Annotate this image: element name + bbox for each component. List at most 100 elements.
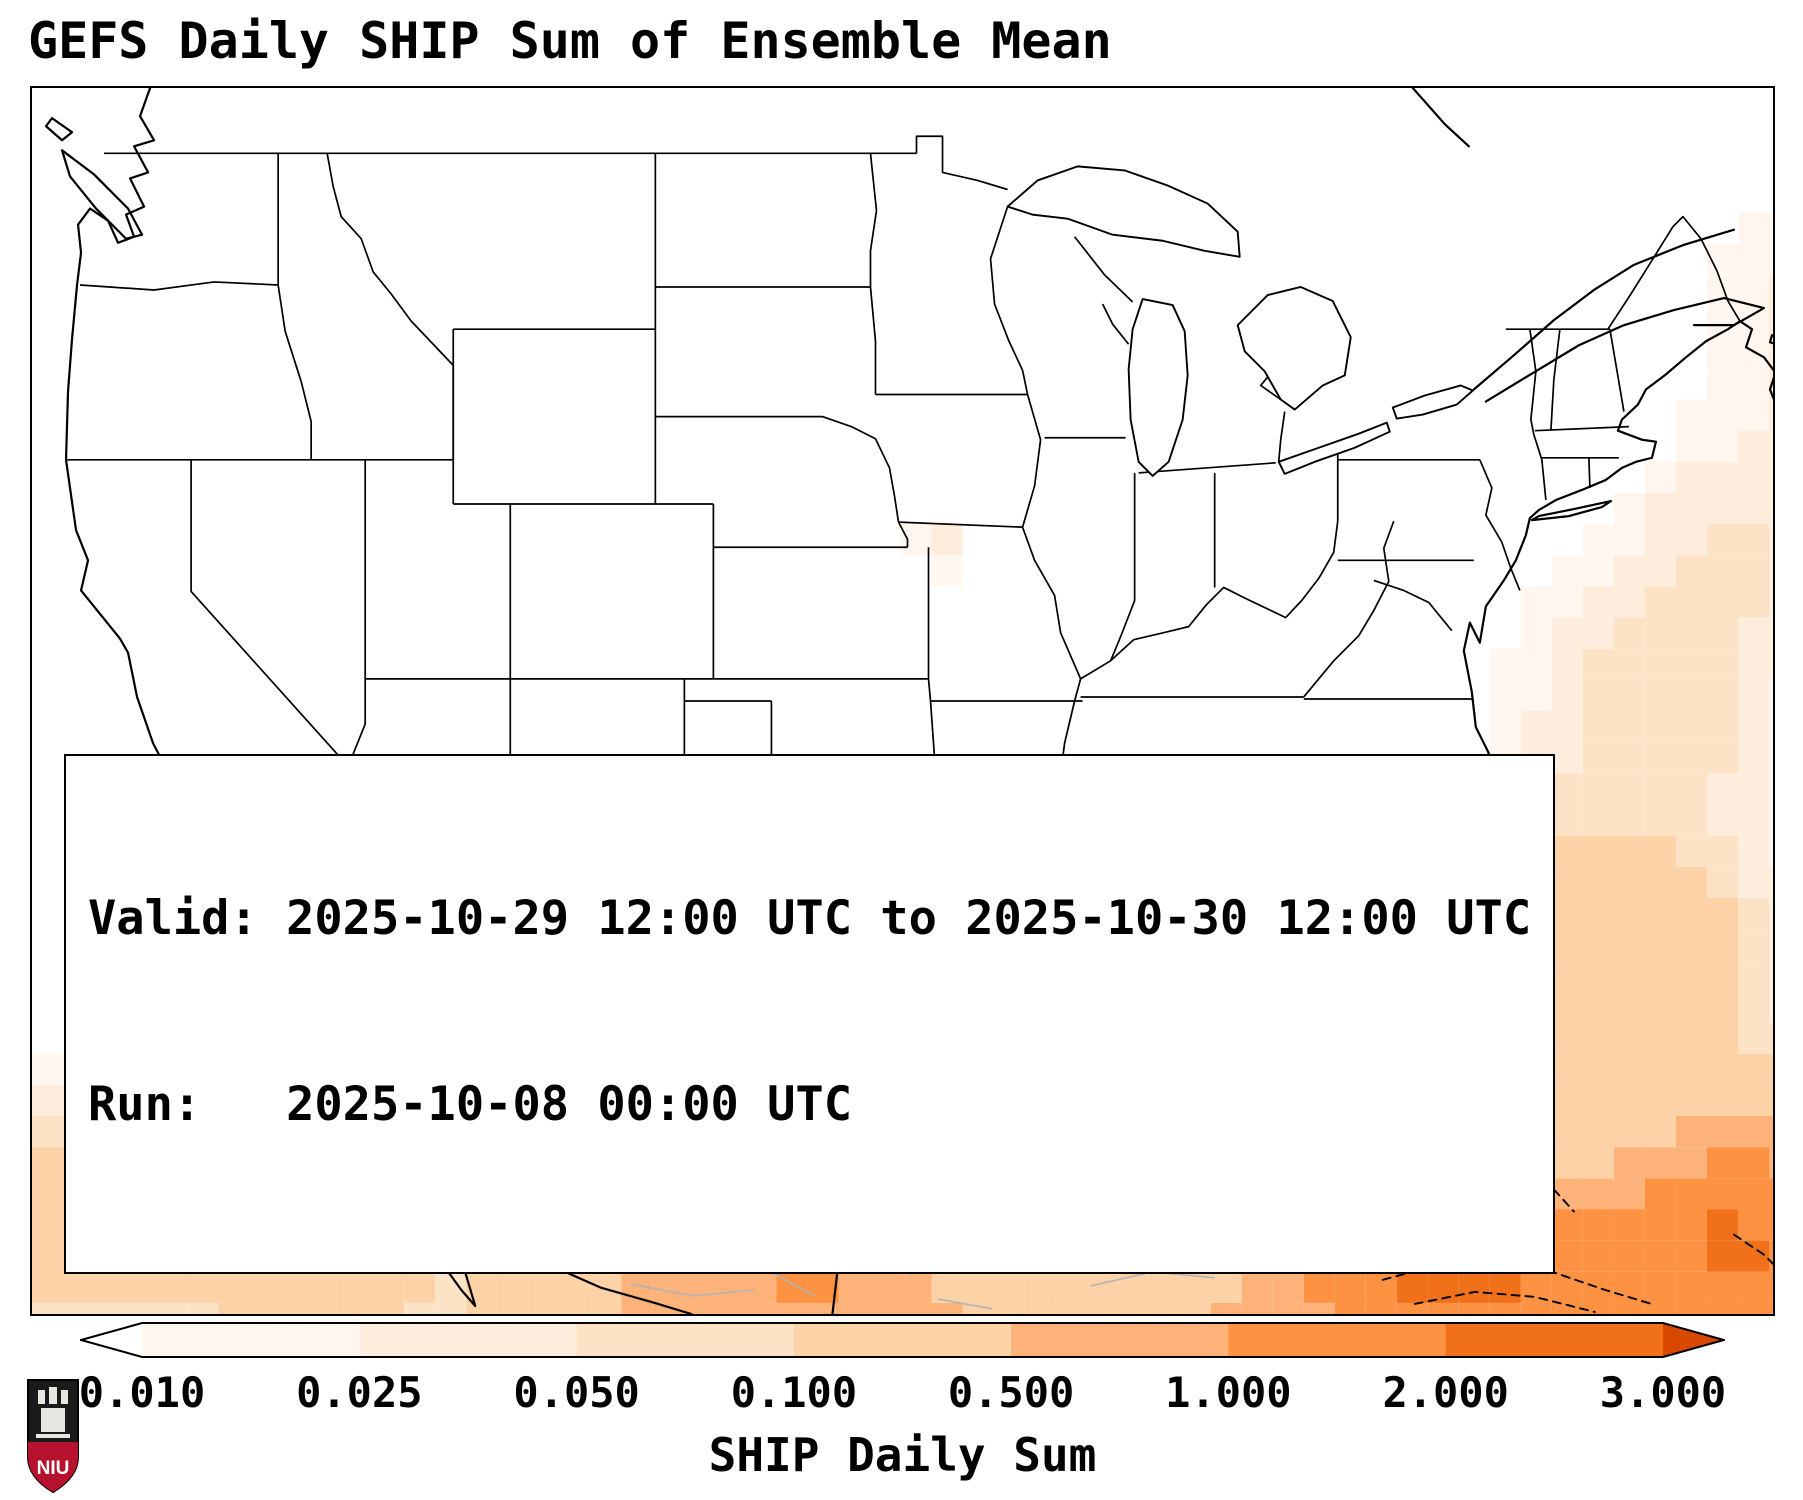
heatmap-cell (1768, 711, 1773, 743)
heatmap-cell (1706, 586, 1738, 618)
heatmap-cell (1644, 524, 1676, 556)
heatmap-cell (1737, 1302, 1769, 1314)
heatmap-cell (1551, 960, 1583, 992)
northeast-borders (1505, 215, 1741, 501)
heatmap-cell (1644, 835, 1676, 867)
heatmap-cell (1520, 617, 1552, 649)
heatmap-cell (590, 1271, 622, 1303)
heatmap-cell (1768, 929, 1773, 961)
heatmap-cell (311, 1302, 343, 1314)
heatmap-cell (1675, 648, 1707, 680)
st-lawrence-coastline (1411, 88, 1766, 403)
heatmap-cell (1706, 430, 1738, 462)
heatmap-cell (342, 1271, 374, 1303)
heatmap-cell (1644, 1053, 1676, 1085)
heatmap-cell (1551, 1022, 1583, 1054)
heatmap-cell (1737, 306, 1769, 338)
heatmap-cell (1303, 1271, 1335, 1303)
heatmap-cell (1768, 679, 1773, 712)
heatmap-cell (249, 1271, 281, 1303)
heatmap-cell (1613, 991, 1645, 1023)
colorbar-outline (80, 1322, 1725, 1358)
heatmap-cell (528, 1302, 560, 1314)
heatmap-cell (1768, 430, 1773, 462)
heatmap-cell (1737, 368, 1769, 400)
heatmap-cell (1520, 648, 1552, 680)
colorbar-tick-label: 0.100 (730, 1368, 858, 1417)
heatmap-cell (1768, 960, 1773, 992)
heatmap-cell (1582, 897, 1614, 930)
heatmap-cell (187, 1302, 219, 1314)
heatmap-cell (1210, 1271, 1242, 1303)
heatmap-cell (1365, 1302, 1397, 1314)
heatmap-cell (1520, 711, 1552, 743)
colorbar-over-arrow (1663, 1323, 1724, 1357)
heatmap-cell (1768, 492, 1773, 525)
colorbar-segment (1228, 1323, 1447, 1357)
heatmap-cell (373, 1302, 405, 1314)
heatmap-cell (1644, 1271, 1676, 1303)
heatmap-cell (1768, 835, 1773, 867)
heatmap-cell (900, 524, 932, 556)
heatmap-cell (1582, 866, 1614, 898)
heatmap-cell (869, 1271, 901, 1303)
colorbar-under-arrow (81, 1323, 142, 1357)
heatmap-cell (497, 1302, 529, 1314)
heatmap-cell (1613, 524, 1645, 556)
nebraska-kansas-borders (713, 521, 930, 679)
heatmap-cell (1644, 1147, 1676, 1179)
heatmap-cell (1582, 991, 1614, 1023)
heatmap-cell (404, 1271, 436, 1303)
heatmap-cell (1551, 617, 1583, 649)
heatmap-cell (590, 1302, 622, 1314)
heatmap-cell (1768, 1178, 1773, 1210)
heatmap-cell (1613, 1178, 1645, 1210)
heatmap-cell (1582, 773, 1614, 805)
heatmap-cell (1582, 835, 1614, 867)
heatmap-cell (1737, 430, 1769, 462)
heatmap-cell (1706, 1147, 1738, 1179)
heatmap-cell (1613, 804, 1645, 836)
niu-logo-text: NIU (37, 1458, 70, 1479)
heatmap-cell (1644, 1116, 1676, 1148)
heatmap-cell (1551, 1147, 1583, 1179)
colorbar-segment (576, 1323, 795, 1357)
heatmap-cell (1551, 711, 1583, 743)
heatmap-cell (1675, 991, 1707, 1023)
heatmap-cell (1582, 1053, 1614, 1085)
lake-huron (1236, 286, 1352, 411)
heatmap-cell (1582, 1084, 1614, 1117)
idaho-montana-border (326, 153, 455, 460)
heatmap-cell (1737, 1116, 1769, 1148)
heatmap-cell (1551, 929, 1583, 961)
illinois-indiana-ohio-borders (1109, 449, 1339, 662)
colorbar-segment (793, 1323, 1012, 1357)
heatmap-cell (1551, 835, 1583, 867)
heatmap-cell (1768, 1116, 1773, 1148)
heatmap-cell (1644, 492, 1676, 525)
heatmap-cell (1613, 492, 1645, 525)
heatmap-cell (1675, 1147, 1707, 1179)
heatmap-cell (1551, 991, 1583, 1023)
heatmap-cell (1737, 866, 1769, 898)
heatmap-cell (1551, 1209, 1583, 1241)
heatmap-cell (1675, 711, 1707, 743)
heatmap-cell (1768, 773, 1773, 805)
heatmap-cell (1458, 1302, 1490, 1314)
lake-ontario (1391, 384, 1474, 420)
colorbar-segment (359, 1323, 578, 1357)
heatmap-cell (1613, 1240, 1645, 1272)
canada-border-west (104, 135, 1008, 191)
heatmap-cell (1768, 337, 1773, 369)
heatmap-cell (1644, 897, 1676, 930)
heatmap-cell (1768, 399, 1773, 431)
heatmap-cell (373, 1271, 405, 1303)
heatmap-cell (1737, 1271, 1769, 1303)
heatmap-cell (1737, 586, 1769, 618)
heatmap-cell (1706, 1022, 1738, 1054)
heatmap-cell (1675, 1240, 1707, 1272)
heatmap-cell (32, 1084, 64, 1117)
heatmap-cell (1551, 679, 1583, 712)
heatmap-cell (497, 1271, 529, 1303)
heatmap-cell (1644, 1209, 1676, 1241)
